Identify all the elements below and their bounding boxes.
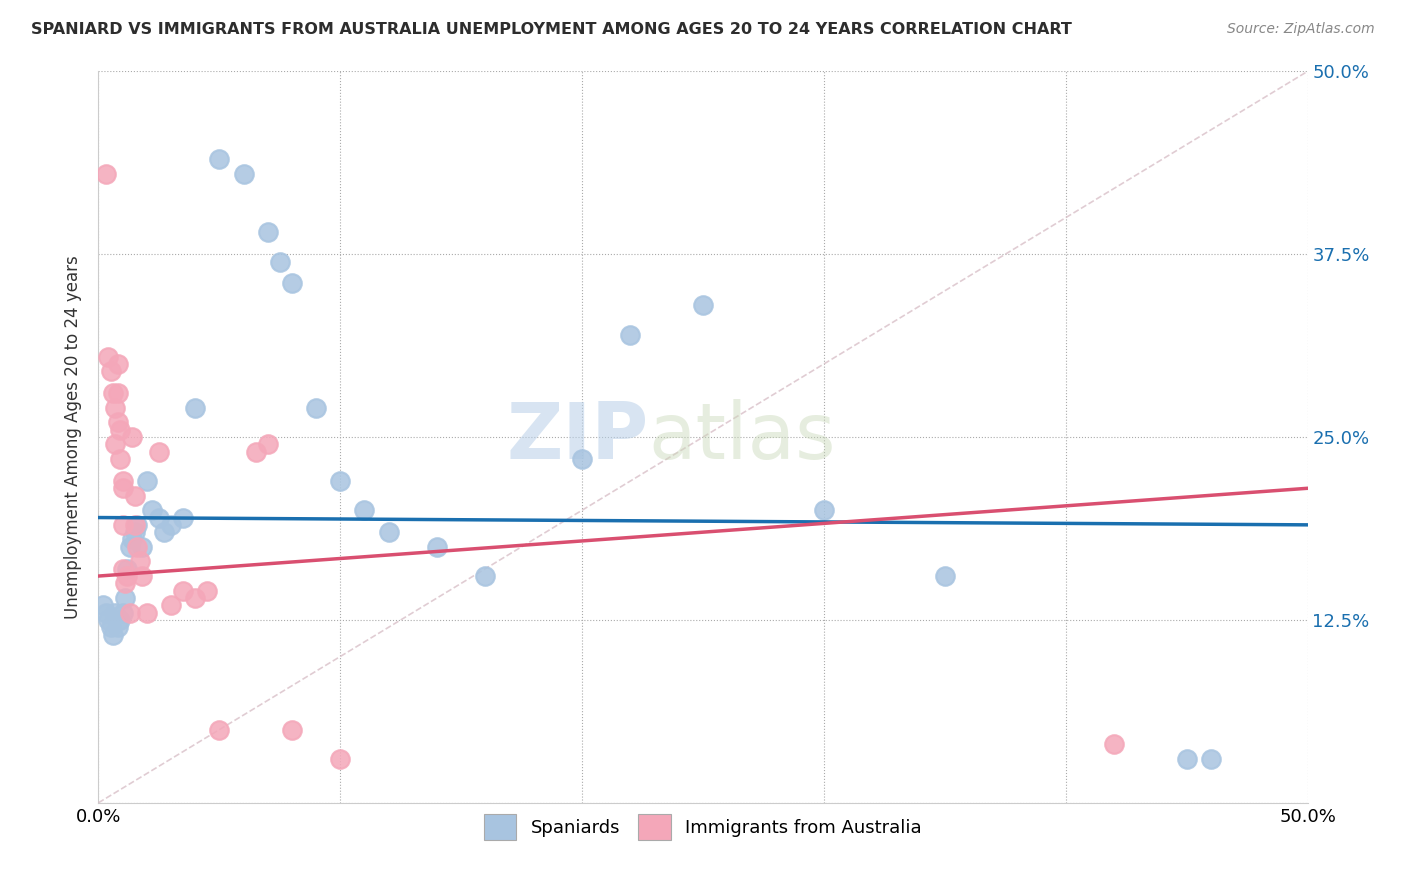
Point xyxy=(148,444,170,458)
Point xyxy=(107,386,129,401)
Point xyxy=(305,401,328,415)
Text: ZIP: ZIP xyxy=(506,399,648,475)
Point xyxy=(117,569,139,583)
Text: atlas: atlas xyxy=(648,399,837,475)
Point xyxy=(377,525,399,540)
Point xyxy=(1102,737,1125,751)
Point xyxy=(692,298,714,312)
Point xyxy=(1175,752,1198,766)
Point xyxy=(813,503,835,517)
Point xyxy=(107,416,129,430)
Point xyxy=(100,364,122,378)
Point xyxy=(131,540,153,554)
Point xyxy=(117,562,139,576)
Point xyxy=(232,167,254,181)
Point xyxy=(121,430,143,444)
Text: SPANIARD VS IMMIGRANTS FROM AUSTRALIA UNEMPLOYMENT AMONG AGES 20 TO 24 YEARS COR: SPANIARD VS IMMIGRANTS FROM AUSTRALIA UN… xyxy=(31,22,1071,37)
Point xyxy=(172,583,194,598)
Point xyxy=(208,152,231,166)
Point xyxy=(91,599,114,613)
Point xyxy=(426,540,449,554)
Point xyxy=(256,225,278,239)
Point xyxy=(108,423,131,437)
Point xyxy=(135,474,157,488)
Point xyxy=(269,254,291,268)
Point xyxy=(100,620,122,634)
Point xyxy=(160,599,183,613)
Point xyxy=(184,401,207,415)
Point xyxy=(1199,752,1222,766)
Point xyxy=(127,540,149,554)
Point xyxy=(97,613,120,627)
Point xyxy=(245,444,267,458)
Point xyxy=(124,517,146,532)
Point xyxy=(97,350,120,364)
Point xyxy=(121,533,143,547)
Legend: Spaniards, Immigrants from Australia: Spaniards, Immigrants from Australia xyxy=(475,805,931,848)
Y-axis label: Unemployment Among Ages 20 to 24 years: Unemployment Among Ages 20 to 24 years xyxy=(65,255,83,619)
Point xyxy=(107,357,129,371)
Point xyxy=(128,554,150,568)
Point xyxy=(118,606,141,620)
Point xyxy=(329,474,352,488)
Text: Source: ZipAtlas.com: Source: ZipAtlas.com xyxy=(1227,22,1375,37)
Point xyxy=(281,723,304,737)
Point xyxy=(108,452,131,467)
Point xyxy=(124,525,146,540)
Point xyxy=(353,503,375,517)
Point xyxy=(111,517,134,532)
Point xyxy=(571,452,593,467)
Point xyxy=(127,517,149,532)
Point xyxy=(101,386,124,401)
Point xyxy=(114,591,136,605)
Point xyxy=(329,752,352,766)
Point xyxy=(619,327,641,342)
Point xyxy=(104,437,127,451)
Point xyxy=(195,583,218,598)
Point xyxy=(184,591,207,605)
Point xyxy=(118,540,141,554)
Point xyxy=(148,510,170,524)
Point xyxy=(108,613,131,627)
Point xyxy=(101,627,124,641)
Point xyxy=(114,576,136,591)
Point xyxy=(208,723,231,737)
Point xyxy=(281,277,304,291)
Point xyxy=(111,562,134,576)
Point xyxy=(104,401,127,415)
Point xyxy=(934,569,956,583)
Point xyxy=(94,606,117,620)
Point xyxy=(135,606,157,620)
Point xyxy=(141,503,163,517)
Point xyxy=(104,606,127,620)
Point xyxy=(94,167,117,181)
Point xyxy=(107,620,129,634)
Point xyxy=(160,517,183,532)
Point xyxy=(474,569,496,583)
Point xyxy=(111,481,134,495)
Point xyxy=(124,489,146,503)
Point xyxy=(152,525,174,540)
Point xyxy=(172,510,194,524)
Point xyxy=(111,474,134,488)
Point xyxy=(111,606,134,620)
Point xyxy=(131,569,153,583)
Point xyxy=(256,437,278,451)
